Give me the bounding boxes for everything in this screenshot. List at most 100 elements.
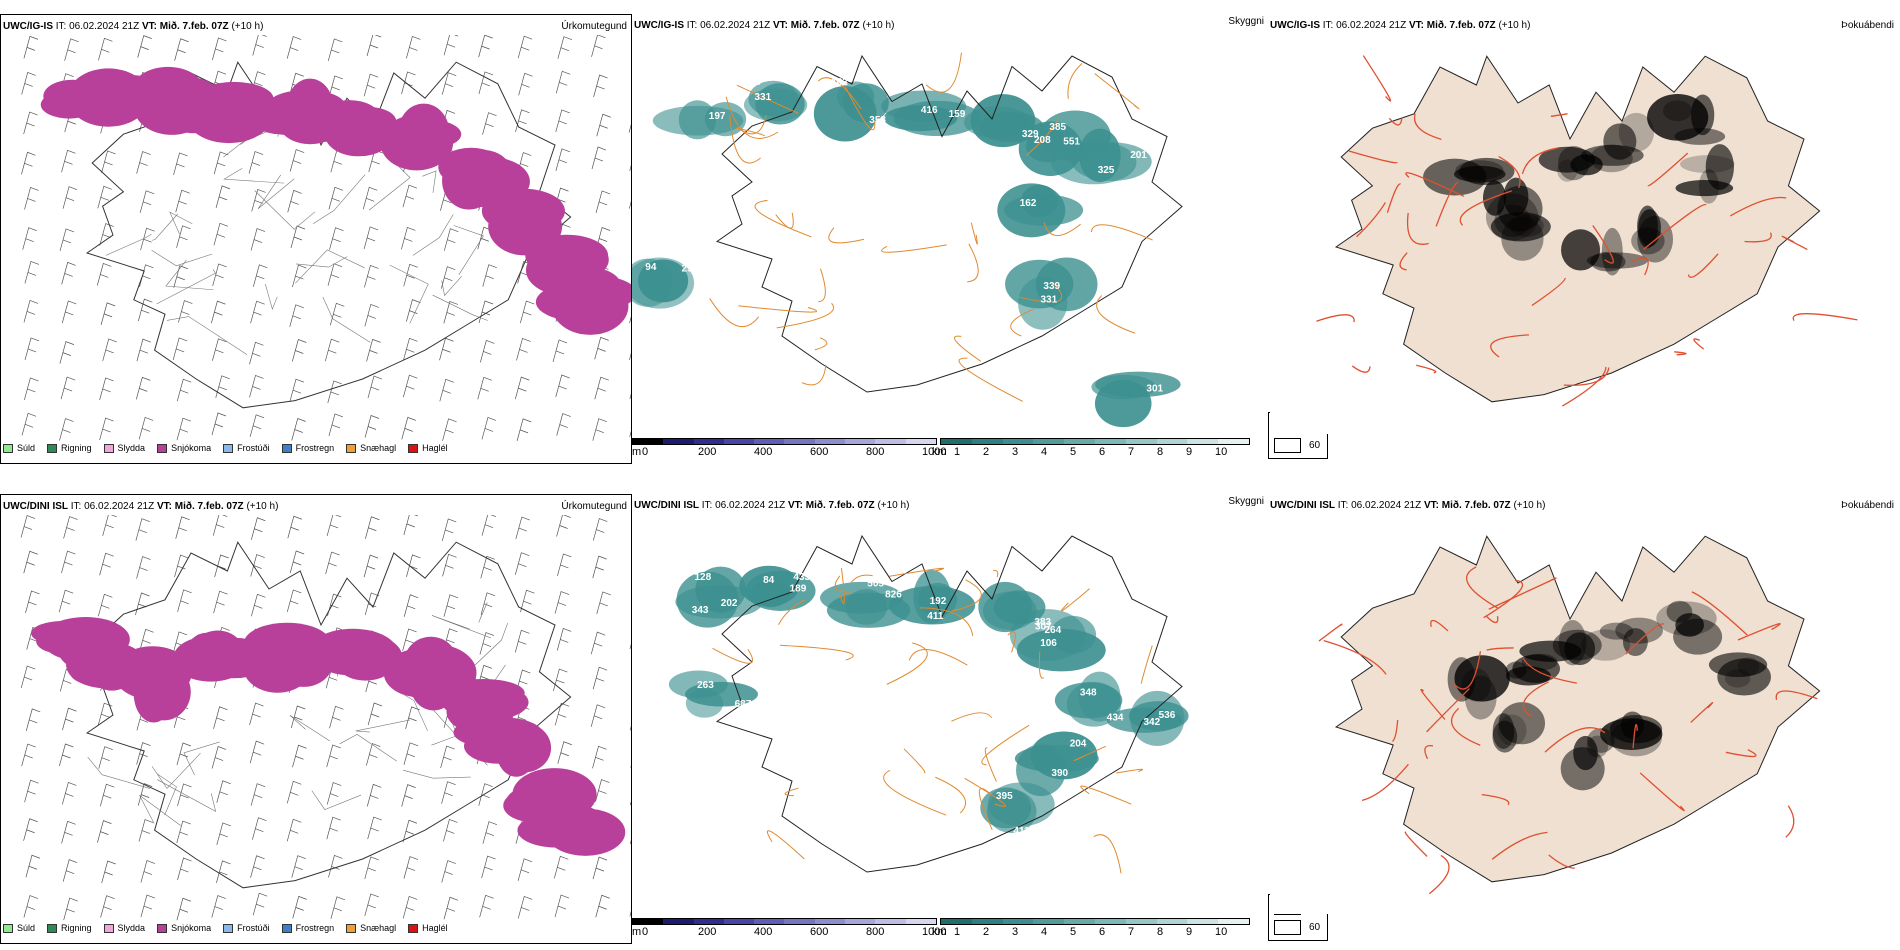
fog-map xyxy=(1318,535,1821,895)
fog-cell xyxy=(1717,658,1771,696)
road xyxy=(165,259,214,291)
legend-item: Rigning xyxy=(47,443,92,453)
lead-time: (+10 h) xyxy=(1498,20,1531,31)
wind-barb xyxy=(590,704,606,727)
wind-barb xyxy=(363,73,379,97)
road xyxy=(1430,619,1449,632)
panel-title: Úrkomutegund xyxy=(561,21,627,32)
road xyxy=(844,85,876,131)
legend-swatch xyxy=(3,443,13,453)
colorbar-swatch xyxy=(845,439,876,444)
wind-barb xyxy=(250,228,266,251)
it-label: IT: xyxy=(1337,500,1349,511)
wind-barb xyxy=(291,339,307,362)
visibility-colorbar-swatches xyxy=(940,918,1250,925)
road xyxy=(1391,719,1399,743)
wind-barb xyxy=(557,553,572,577)
fog-panel: UWC/IG-IS IT: 06.02.2024 21Z VT: Mið. 7.… xyxy=(1270,14,1900,434)
snow-blob xyxy=(491,189,539,224)
visibility-value-label: 551 xyxy=(1063,137,1080,148)
iceland-outline xyxy=(715,534,1183,873)
road xyxy=(1522,681,1549,717)
visibility-value-label: 197 xyxy=(709,111,726,122)
wind-barbs xyxy=(21,35,631,441)
visibility-value-label: 264 xyxy=(1045,625,1062,636)
panel-header: UWC/IG-IS IT: 06.02.2024 21Z VT: Mið. 7.… xyxy=(634,20,894,31)
wind-barb xyxy=(216,780,231,803)
visibility-patch xyxy=(1004,194,1084,226)
road xyxy=(736,84,799,114)
iceland-outline xyxy=(715,54,1183,393)
wind-barb xyxy=(556,413,571,436)
road xyxy=(1073,745,1107,762)
road xyxy=(151,753,201,789)
wind-barb xyxy=(250,517,266,540)
wind-barb xyxy=(139,628,154,652)
fog-cell xyxy=(1691,94,1715,136)
road xyxy=(818,268,826,303)
road xyxy=(1413,113,1442,140)
wind-barb xyxy=(23,895,39,918)
fog-cell xyxy=(1497,714,1527,746)
legend-swatch xyxy=(408,443,419,453)
wind-barb xyxy=(403,515,418,536)
wind-barb xyxy=(25,854,41,878)
fog-cell xyxy=(1464,675,1497,720)
wind-barb xyxy=(25,590,40,614)
wind-barb xyxy=(23,550,38,574)
snow-blob xyxy=(36,628,80,654)
wind-barb xyxy=(99,783,115,807)
colorbar-swatch xyxy=(845,919,876,924)
legend-swatch xyxy=(3,923,13,933)
fog-cell xyxy=(1666,600,1693,623)
panel-header: UWC/DINI ISL IT: 06.02.2024 21Z VT: Mið.… xyxy=(1270,500,1545,511)
wind-barb xyxy=(211,412,227,436)
wind-barb xyxy=(62,859,78,882)
iceland-land xyxy=(1334,55,1821,403)
wind-barb xyxy=(592,555,607,579)
wind-barb xyxy=(136,556,151,579)
legend-swatch xyxy=(157,443,168,453)
road xyxy=(1018,283,1063,303)
snow-blob xyxy=(317,633,385,676)
road xyxy=(254,190,316,230)
ceiling-colorbar-swatches xyxy=(632,438,937,445)
road xyxy=(166,316,248,355)
snow-blob xyxy=(244,629,320,657)
road xyxy=(139,795,181,826)
wind-barb xyxy=(97,593,113,617)
road xyxy=(441,276,462,297)
panel-header: UWC/IG-IS IT: 06.02.2024 21Z VT: Mið. 7.… xyxy=(3,21,263,32)
it-value: 06.02.2024 21Z xyxy=(715,500,786,511)
wind-barb xyxy=(291,855,306,878)
road xyxy=(1318,623,1343,642)
legend-item: Súld xyxy=(3,443,35,453)
ceiling-tick: 600 xyxy=(810,446,829,458)
visibility-unit: km xyxy=(932,926,947,938)
road xyxy=(1561,366,1607,407)
wind-barb xyxy=(21,151,36,175)
wind-barb xyxy=(24,337,40,361)
wind-barb xyxy=(137,783,153,806)
wind-barb xyxy=(592,666,608,690)
road xyxy=(1093,834,1122,874)
wind-barb xyxy=(61,149,76,173)
road xyxy=(784,787,799,797)
panel-header: UWC/DINI ISL IT: 06.02.2024 21Z VT: Mið.… xyxy=(634,500,909,511)
wind-barb xyxy=(135,376,151,400)
road xyxy=(1522,658,1577,684)
wind-barb xyxy=(139,190,155,213)
colorbar-swatch xyxy=(1156,439,1188,444)
wind-barb xyxy=(367,375,383,399)
wind-barb xyxy=(59,228,75,252)
wind-barb xyxy=(252,892,268,916)
road xyxy=(1424,744,1434,760)
wind-barb xyxy=(23,111,38,135)
road-network xyxy=(712,567,1153,874)
wind-barb xyxy=(555,70,571,94)
visibility-patch xyxy=(1066,681,1122,727)
fog-cell xyxy=(1601,227,1623,276)
wind-barb xyxy=(252,817,267,840)
iceland-outline xyxy=(85,541,572,889)
wind-barb xyxy=(441,72,457,95)
